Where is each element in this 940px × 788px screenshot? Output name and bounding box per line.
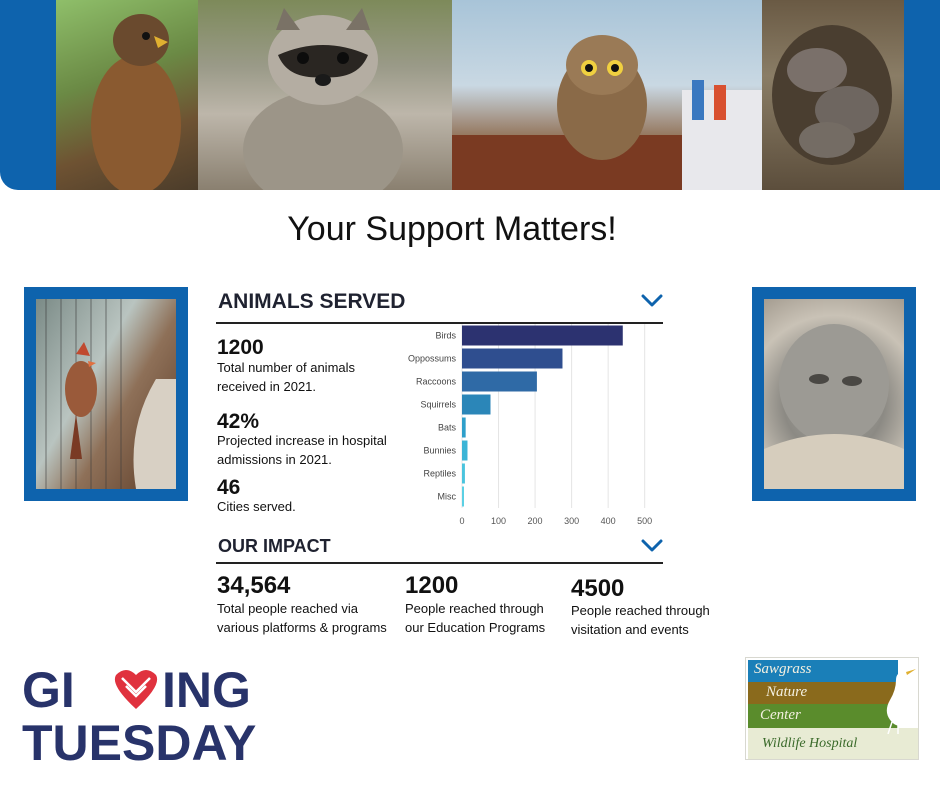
bar-raccoons xyxy=(462,371,537,392)
impact-heading: OUR IMPACT xyxy=(218,536,331,556)
raccoon-photo xyxy=(198,0,452,190)
impact-education-text: People reached through our Education Pro… xyxy=(405,601,546,635)
page-title: Your Support Matters! xyxy=(287,210,617,248)
bar-bunnies xyxy=(462,440,468,461)
category-label: Squirrels xyxy=(420,400,456,410)
impact-visitation-value: 4500 xyxy=(571,575,625,602)
logo-sawgrass: Sawgrass xyxy=(754,661,812,677)
bar-squirrels xyxy=(462,394,491,415)
category-label: Birds xyxy=(435,331,456,341)
egret-icon xyxy=(886,669,916,734)
stat-cities-text: Cities served. xyxy=(217,499,296,514)
x-tick-label: 0 xyxy=(459,516,464,526)
hawk-photo xyxy=(56,0,198,190)
animals-bar-chart: 0 100 200 300 400 500 Birds Oppossums Raccoons Sq… xyxy=(408,324,652,526)
x-tick-label: 200 xyxy=(528,516,543,526)
stat-animals-value: 1200 xyxy=(217,336,264,359)
stat-cities-value: 46 xyxy=(217,476,241,499)
logo-center: Center xyxy=(760,707,801,723)
animals-served-heading: ANIMALS SERVED xyxy=(218,290,406,313)
giving-tuesday-line1-rest: ING xyxy=(162,662,251,718)
stat-animals-text: Total number of animals received in 2021… xyxy=(217,360,356,394)
owl-photo xyxy=(452,0,762,190)
bar-reptiles xyxy=(462,463,465,484)
logo-wildlife-hospital: Wildlife Hospital xyxy=(762,736,858,751)
category-label: Bunnies xyxy=(423,446,456,456)
category-label: Misc xyxy=(438,492,457,502)
category-label: Oppossums xyxy=(408,354,457,364)
heart-icon xyxy=(114,670,158,709)
animals-served-header: ANIMALS SERVED xyxy=(216,288,663,324)
impact-total-value: 34,564 xyxy=(217,572,291,599)
giving-tuesday-logo: GI TUESDAY ING xyxy=(22,662,272,772)
stat-increase-text: Projected increase in hospital admission… xyxy=(217,433,387,467)
impact-visitation-text: People reached through visitation and ev… xyxy=(571,603,710,637)
giving-tuesday-line2: TUESDAY xyxy=(22,715,256,771)
logo-nature: Nature xyxy=(766,684,808,700)
category-label: Bats xyxy=(438,423,457,433)
x-tick-label: 500 xyxy=(637,516,652,526)
blue-accent-left xyxy=(0,0,56,190)
impact-education-value: 1200 xyxy=(405,572,459,599)
category-label: Reptiles xyxy=(423,469,456,479)
x-tick-label: 100 xyxy=(491,516,506,526)
stat-increase-value: 42% xyxy=(217,410,260,433)
x-tick-label: 300 xyxy=(564,516,579,526)
bar-bats xyxy=(462,417,466,438)
impact-header: OUR IMPACT xyxy=(216,534,663,564)
cardinal-photo-frame xyxy=(24,287,188,501)
x-tick-label: 400 xyxy=(601,516,616,526)
giving-tuesday-line1: GI xyxy=(22,662,75,718)
impact-total-text: Total people reached via various platfor… xyxy=(217,601,387,635)
blue-accent-right xyxy=(904,0,940,190)
bar-oppossums xyxy=(462,348,563,369)
cardinal-photo xyxy=(36,299,176,489)
giving-tuesday-wordmark: GI TUESDAY ING xyxy=(22,662,256,771)
owlet-photo-frame xyxy=(752,287,916,501)
chevron-down-icon[interactable] xyxy=(641,294,663,308)
bar-misc xyxy=(462,486,464,507)
rabbits-photo xyxy=(762,0,904,190)
chevron-down-icon[interactable] xyxy=(641,539,663,553)
category-label: Raccoons xyxy=(416,377,457,387)
sawgrass-nature-center-logo: Sawgrass Nature Center Wildlife Hospital xyxy=(745,657,919,760)
bar-birds xyxy=(462,325,623,346)
owlet-photo xyxy=(764,299,904,489)
